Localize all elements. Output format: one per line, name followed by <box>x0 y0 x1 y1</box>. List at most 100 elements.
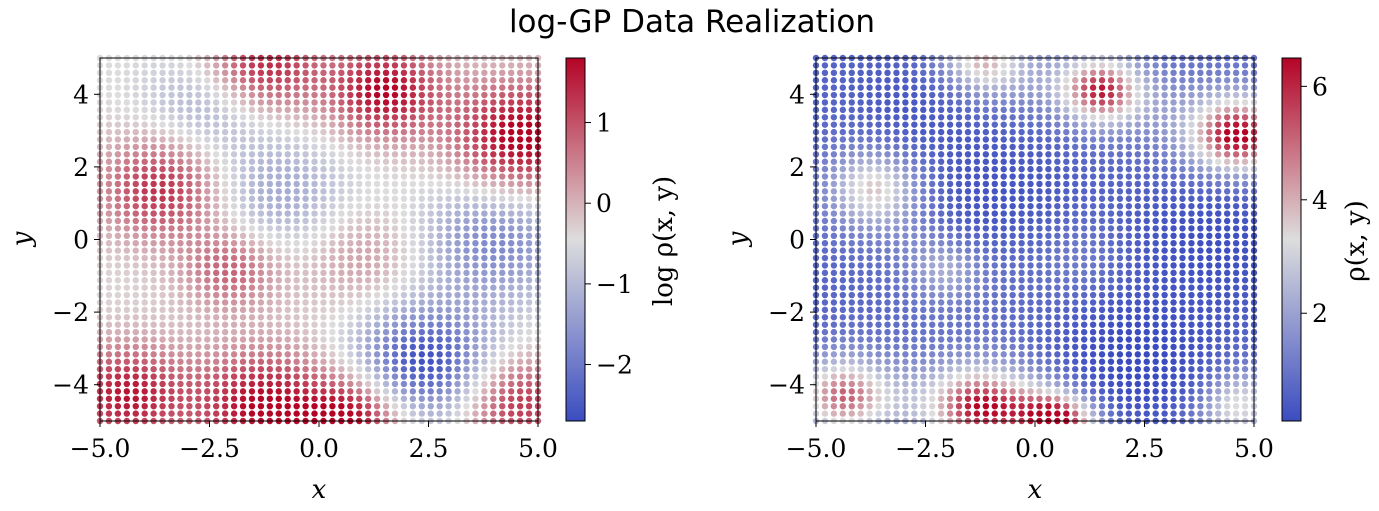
scatter-point <box>920 269 927 277</box>
scatter-point <box>1116 321 1124 328</box>
scatter-point <box>266 84 274 91</box>
scatter-point <box>1045 240 1052 247</box>
scatter-point <box>1179 269 1186 277</box>
scatter-point <box>1089 158 1097 165</box>
scatter-point <box>463 225 470 232</box>
scatter-point <box>1116 365 1124 373</box>
scatter-point <box>1206 225 1213 232</box>
scatter-point <box>454 380 461 388</box>
scatter-point <box>857 77 864 84</box>
scatter-point <box>516 262 524 269</box>
scatter-point <box>1018 136 1025 143</box>
scatter-point <box>248 373 256 380</box>
scatter-point <box>866 62 873 69</box>
scatter-point <box>409 247 417 254</box>
scatter-point <box>1179 77 1186 84</box>
scatter-point <box>347 173 354 180</box>
scatter-point <box>1098 151 1106 158</box>
scatter-point <box>257 277 265 284</box>
scatter-point <box>507 114 515 121</box>
scatter-point <box>114 314 122 321</box>
scatter-point <box>1000 217 1007 225</box>
scatter-point <box>364 358 372 365</box>
scatter-point <box>1223 180 1231 188</box>
scatter-point <box>1054 284 1061 291</box>
scatter-point <box>1054 388 1061 395</box>
scatter-point <box>364 314 372 321</box>
scatter-point <box>293 195 300 202</box>
scatter-point <box>866 165 873 173</box>
scatter-point <box>1241 336 1249 343</box>
scatter-point <box>1063 358 1070 365</box>
scatter-point <box>141 336 148 343</box>
scatter-point <box>445 321 452 328</box>
scatter-point <box>114 365 122 373</box>
scatter-point <box>911 365 918 373</box>
scatter-point <box>302 410 309 417</box>
scatter-point <box>1215 77 1222 84</box>
scatter-point <box>875 121 882 128</box>
scatter-point <box>400 121 408 128</box>
scatter-point <box>311 284 318 291</box>
scatter-point <box>409 262 417 269</box>
scatter-point <box>507 143 515 151</box>
scatter-point <box>195 91 202 99</box>
scatter-point <box>1036 262 1043 269</box>
scatter-point <box>1072 69 1079 77</box>
scatter-point <box>973 314 981 321</box>
scatter-point <box>1018 202 1025 210</box>
scatter-point <box>1206 336 1213 343</box>
scatter-point <box>418 299 425 306</box>
scatter-point <box>159 277 166 284</box>
scatter-point <box>982 343 990 351</box>
scatter-point <box>821 114 829 121</box>
scatter-point <box>221 284 229 291</box>
scatter-point <box>1116 84 1124 91</box>
scatter-point <box>159 343 166 351</box>
scatter-point <box>418 373 425 380</box>
scatter-point <box>221 336 229 343</box>
scatter-point <box>150 410 157 417</box>
scatter-point <box>481 269 488 277</box>
scatter-point <box>400 343 408 351</box>
scatter-point <box>141 165 148 173</box>
scatter-point <box>525 402 533 410</box>
scatter-point <box>1215 240 1222 247</box>
scatter-point <box>347 358 354 365</box>
scatter-point <box>1170 121 1177 128</box>
scatter-point <box>1197 114 1204 121</box>
scatter-point <box>1125 165 1133 173</box>
scatter-point <box>436 62 443 69</box>
scatter-point <box>902 284 909 291</box>
scatter-point <box>373 84 381 91</box>
scatter-point <box>982 321 990 328</box>
scatter-point <box>516 84 524 91</box>
scatter-point <box>848 328 855 336</box>
scatter-point <box>857 114 864 121</box>
scatter-point <box>311 247 318 254</box>
scatter-point <box>1179 158 1186 165</box>
scatter-point <box>946 299 954 306</box>
scatter-point <box>490 351 497 358</box>
scatter-point <box>1018 328 1025 336</box>
scatter-point <box>964 84 972 91</box>
scatter-point <box>275 291 282 299</box>
scatter-point <box>1063 173 1070 180</box>
scatter-point <box>1179 188 1186 195</box>
scatter-point <box>1054 410 1061 417</box>
scatter-point <box>499 351 506 358</box>
scatter-point <box>866 195 873 202</box>
scatter-point <box>857 136 864 143</box>
scatter-point <box>920 121 927 128</box>
scatter-point <box>1045 336 1052 343</box>
scatter-point <box>920 351 927 358</box>
scatter-point <box>159 62 166 69</box>
scatter-point <box>1206 136 1213 143</box>
scatter-point <box>248 69 256 77</box>
scatter-point <box>409 99 417 106</box>
scatter-point <box>266 351 274 358</box>
scatter-point <box>382 262 390 269</box>
scatter-point <box>848 291 855 299</box>
scatter-point <box>382 143 390 151</box>
scatter-point <box>257 136 265 143</box>
